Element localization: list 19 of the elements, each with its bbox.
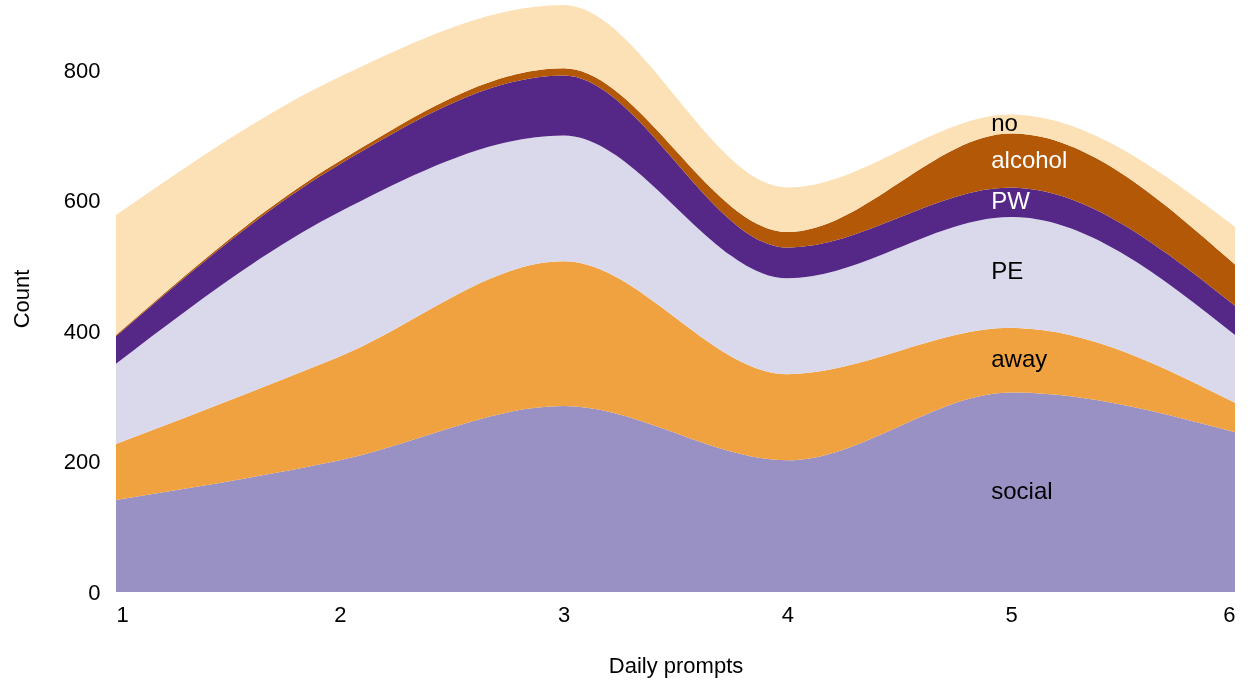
x-tick-label: 2 [334, 601, 347, 627]
x-tick-label: 3 [557, 601, 571, 627]
x-tick-label: 4 [781, 601, 795, 627]
y-tick-label: 800 [63, 57, 101, 83]
y-tick-label: 200 [63, 449, 101, 475]
series-label: PE [991, 257, 1024, 285]
y-tick-label: 0 [88, 579, 101, 605]
series-label: PW [991, 187, 1031, 215]
y-tick-label: 600 [63, 188, 101, 214]
y-axis-title: Count [8, 269, 34, 329]
y-tick-label: 400 [63, 318, 101, 344]
series-label: away [991, 345, 1048, 373]
series-label: social [991, 477, 1053, 505]
x-axis-title: Daily prompts [608, 652, 744, 678]
x-tick-label: 5 [1005, 601, 1018, 627]
series-label: alcohol [991, 145, 1068, 173]
x-tick-label: 6 [1223, 601, 1236, 627]
x-tick-label: 1 [116, 601, 129, 627]
series-label: no [991, 109, 1018, 137]
